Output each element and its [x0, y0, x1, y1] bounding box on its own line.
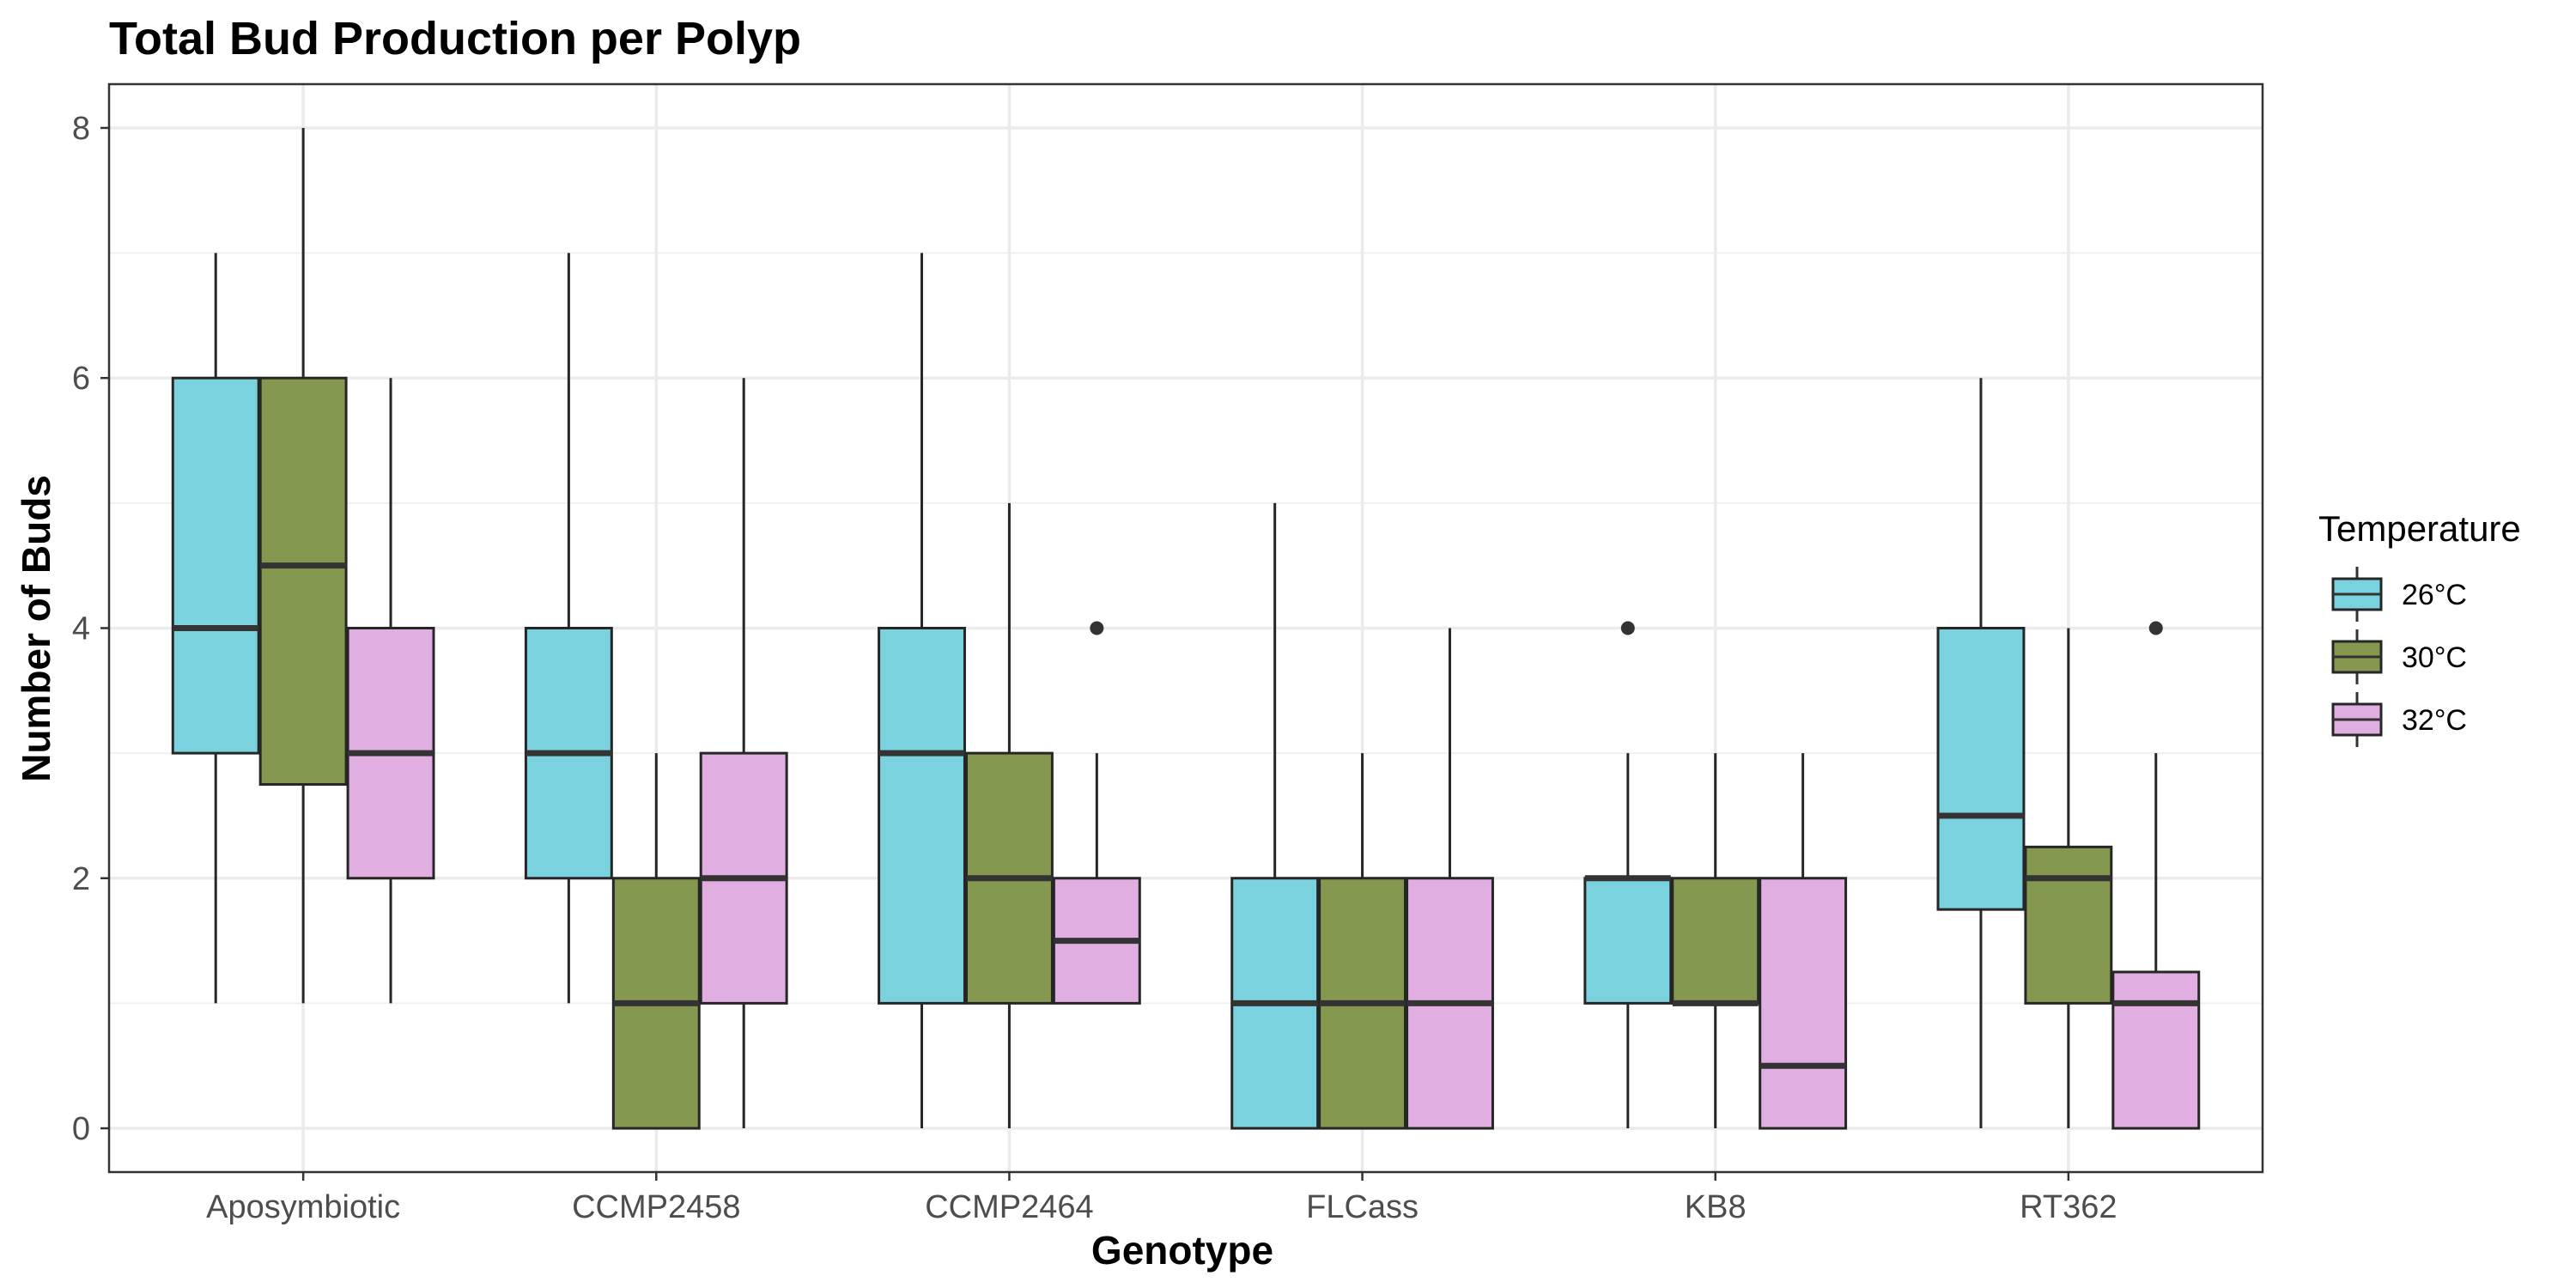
chart-title: Total Bud Production per Polyp: [109, 13, 801, 64]
x-axis-title: Genotype: [1091, 1228, 1273, 1273]
boxplot-RT362-30°C: [2024, 628, 2113, 1129]
legend-label: 26°C: [2402, 579, 2467, 611]
boxplot-CCMP2464-32°C: [1052, 621, 1141, 1005]
y-tick-label: 2: [72, 861, 90, 897]
boxplot-CCMP2464-26°C: [878, 252, 966, 1129]
boxplot-Aposymbiotic-32°C: [346, 378, 435, 1004]
boxplot-CCMP2458-30°C: [611, 753, 701, 1130]
legend: Temperature 26°C 30°C 32°C: [2318, 508, 2521, 747]
y-axis: 0 2 4 6 8: [72, 111, 109, 1147]
legend-label: 30°C: [2402, 641, 2467, 674]
box: [1671, 877, 1760, 1005]
boxplot-KB8-32°C: [1759, 753, 1848, 1130]
x-tick-label: RT362: [2020, 1189, 2117, 1225]
boxplot-CCMP2458-32°C: [699, 378, 788, 1129]
outlier-point: [1090, 621, 1104, 635]
x-axis: Aposymbiotic CCMP2458 CCMP2464 FLCass KB8 RT3…: [206, 1172, 2117, 1225]
y-tick-label: 8: [72, 111, 90, 147]
y-tick-label: 0: [72, 1111, 90, 1147]
box: [1583, 877, 1673, 1005]
outlier-point: [1620, 621, 1635, 635]
box: [2111, 970, 2201, 1130]
y-tick-label: 6: [72, 361, 90, 397]
boxplot-FLCass-26°C: [1230, 502, 1320, 1130]
boxplot-CCMP2464-30°C: [964, 502, 1054, 1129]
box: [1759, 877, 1848, 1130]
box: [171, 376, 260, 755]
box: [258, 376, 348, 787]
box: [1936, 627, 2026, 911]
x-tick-label: KB8: [1685, 1189, 1747, 1225]
plot-marks: [171, 127, 2201, 1130]
legend-label: 32°C: [2402, 704, 2467, 737]
x-tick-label: CCMP2464: [925, 1189, 1093, 1225]
y-tick-label: 4: [72, 611, 90, 647]
legend-title: Temperature: [2318, 508, 2521, 549]
boxplot-KB8-30°C: [1671, 753, 1760, 1129]
boxplot-RT362-26°C: [1936, 378, 2026, 1129]
boxplot-CCMP2458-26°C: [524, 252, 613, 1004]
x-tick-label: Aposymbiotic: [206, 1189, 400, 1225]
boxplot-FLCass-32°C: [1406, 628, 1494, 1130]
boxplot-FLCass-30°C: [1318, 753, 1407, 1130]
outlier-point: [2148, 621, 2163, 635]
boxplot-Aposymbiotic-30°C: [258, 127, 348, 1004]
x-tick-label: CCMP2458: [572, 1189, 740, 1225]
boxplot-RT362-32°C: [2111, 621, 2201, 1130]
boxplot-Aposymbiotic-26°C: [171, 252, 260, 1004]
boxplot-KB8-26°C: [1583, 621, 1673, 1129]
box: [2024, 845, 2113, 1005]
x-tick-label: FLCass: [1306, 1189, 1419, 1225]
box: [878, 627, 966, 1005]
y-axis-title: Number of Buds: [14, 475, 58, 782]
